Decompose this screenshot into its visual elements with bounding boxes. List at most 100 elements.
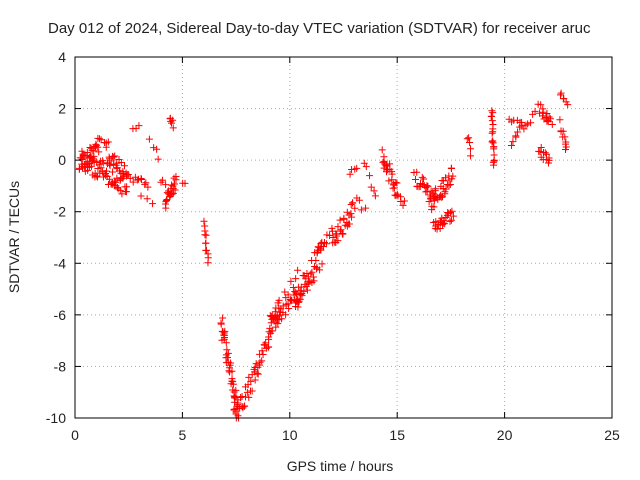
data-point (488, 117, 496, 125)
data-point (545, 113, 553, 121)
data-point (548, 121, 556, 128)
data-point (83, 149, 91, 157)
data-point (446, 208, 454, 216)
data-point (117, 174, 125, 182)
data-point (448, 207, 456, 215)
data-point (84, 160, 92, 168)
data-point (232, 386, 240, 394)
data-point (122, 172, 130, 180)
data-point (294, 303, 302, 311)
data-point (137, 176, 145, 184)
data-point (117, 158, 125, 166)
data-point (107, 180, 115, 188)
data-point (110, 153, 118, 161)
data-point (348, 213, 356, 221)
data-point (347, 201, 355, 209)
data-point (90, 147, 98, 155)
data-point (351, 204, 359, 212)
data-point (291, 287, 299, 295)
data-point (237, 394, 245, 402)
data-point (490, 161, 498, 169)
data-point (93, 172, 101, 180)
data-point (111, 152, 119, 160)
data-point (545, 156, 553, 164)
data-point (400, 197, 408, 205)
data-point (428, 202, 436, 210)
data-point (202, 231, 210, 239)
data-point (95, 148, 103, 156)
data-point (366, 172, 374, 180)
data-point (463, 135, 471, 143)
data-point (349, 199, 357, 207)
data-point (334, 223, 342, 231)
data-point (89, 155, 97, 163)
data-point (104, 138, 112, 146)
data-point (313, 248, 321, 256)
data-point (256, 358, 264, 366)
data-point (466, 138, 474, 146)
data-point (168, 119, 176, 127)
data-point (124, 171, 132, 179)
data-point (524, 120, 532, 128)
data-point (286, 295, 294, 303)
data-point (390, 184, 398, 192)
data-point (362, 204, 370, 212)
data-point (489, 109, 497, 117)
data-point (541, 149, 549, 157)
data-point (339, 230, 347, 238)
data-point (204, 259, 212, 267)
data-point (265, 333, 273, 341)
data-point (418, 173, 426, 181)
data-point (347, 210, 355, 218)
data-point (97, 164, 105, 172)
data-point (284, 291, 292, 299)
x-tick-label: 15 (389, 427, 405, 443)
data-point (162, 196, 170, 204)
data-point (340, 214, 348, 222)
data-point (239, 404, 247, 412)
data-point (229, 380, 237, 388)
data-point (512, 132, 520, 140)
data-point (531, 107, 539, 115)
y-tick-label: -2 (54, 204, 67, 220)
axis-ticks: 0 5 10 15 20 25 -10 -8 -6 -4 -2 0 2 4 (46, 49, 620, 443)
data-point (109, 168, 117, 176)
data-point (294, 266, 302, 274)
data-point (362, 163, 370, 171)
data-point (168, 181, 176, 189)
data-point (95, 135, 103, 143)
data-point (113, 183, 121, 191)
data-point (84, 166, 92, 174)
data-point (285, 305, 293, 313)
data-point (522, 121, 530, 129)
data-point (162, 181, 170, 189)
x-tick-label: 20 (497, 427, 513, 443)
data-point (149, 200, 157, 208)
data-point (281, 288, 289, 296)
data-point (272, 319, 280, 327)
data-point (367, 183, 375, 191)
data-point (88, 154, 96, 162)
data-point (247, 377, 255, 385)
data-point (230, 406, 238, 414)
data-point (436, 224, 444, 232)
data-point (432, 185, 440, 193)
data-point (557, 89, 565, 97)
data-point (564, 101, 572, 109)
data-point (318, 260, 326, 268)
data-point (310, 277, 318, 285)
data-point (399, 201, 407, 209)
data-point (276, 308, 284, 316)
data-point (154, 155, 162, 163)
data-point (268, 327, 276, 335)
data-point (487, 112, 495, 120)
data-point (181, 179, 189, 187)
data-point (111, 178, 119, 186)
data-points (75, 89, 572, 422)
data-point (355, 196, 363, 204)
data-point (420, 175, 428, 183)
data-point (371, 192, 379, 200)
data-point (274, 320, 282, 328)
data-point (253, 369, 261, 377)
x-tick-label: 25 (604, 427, 620, 443)
